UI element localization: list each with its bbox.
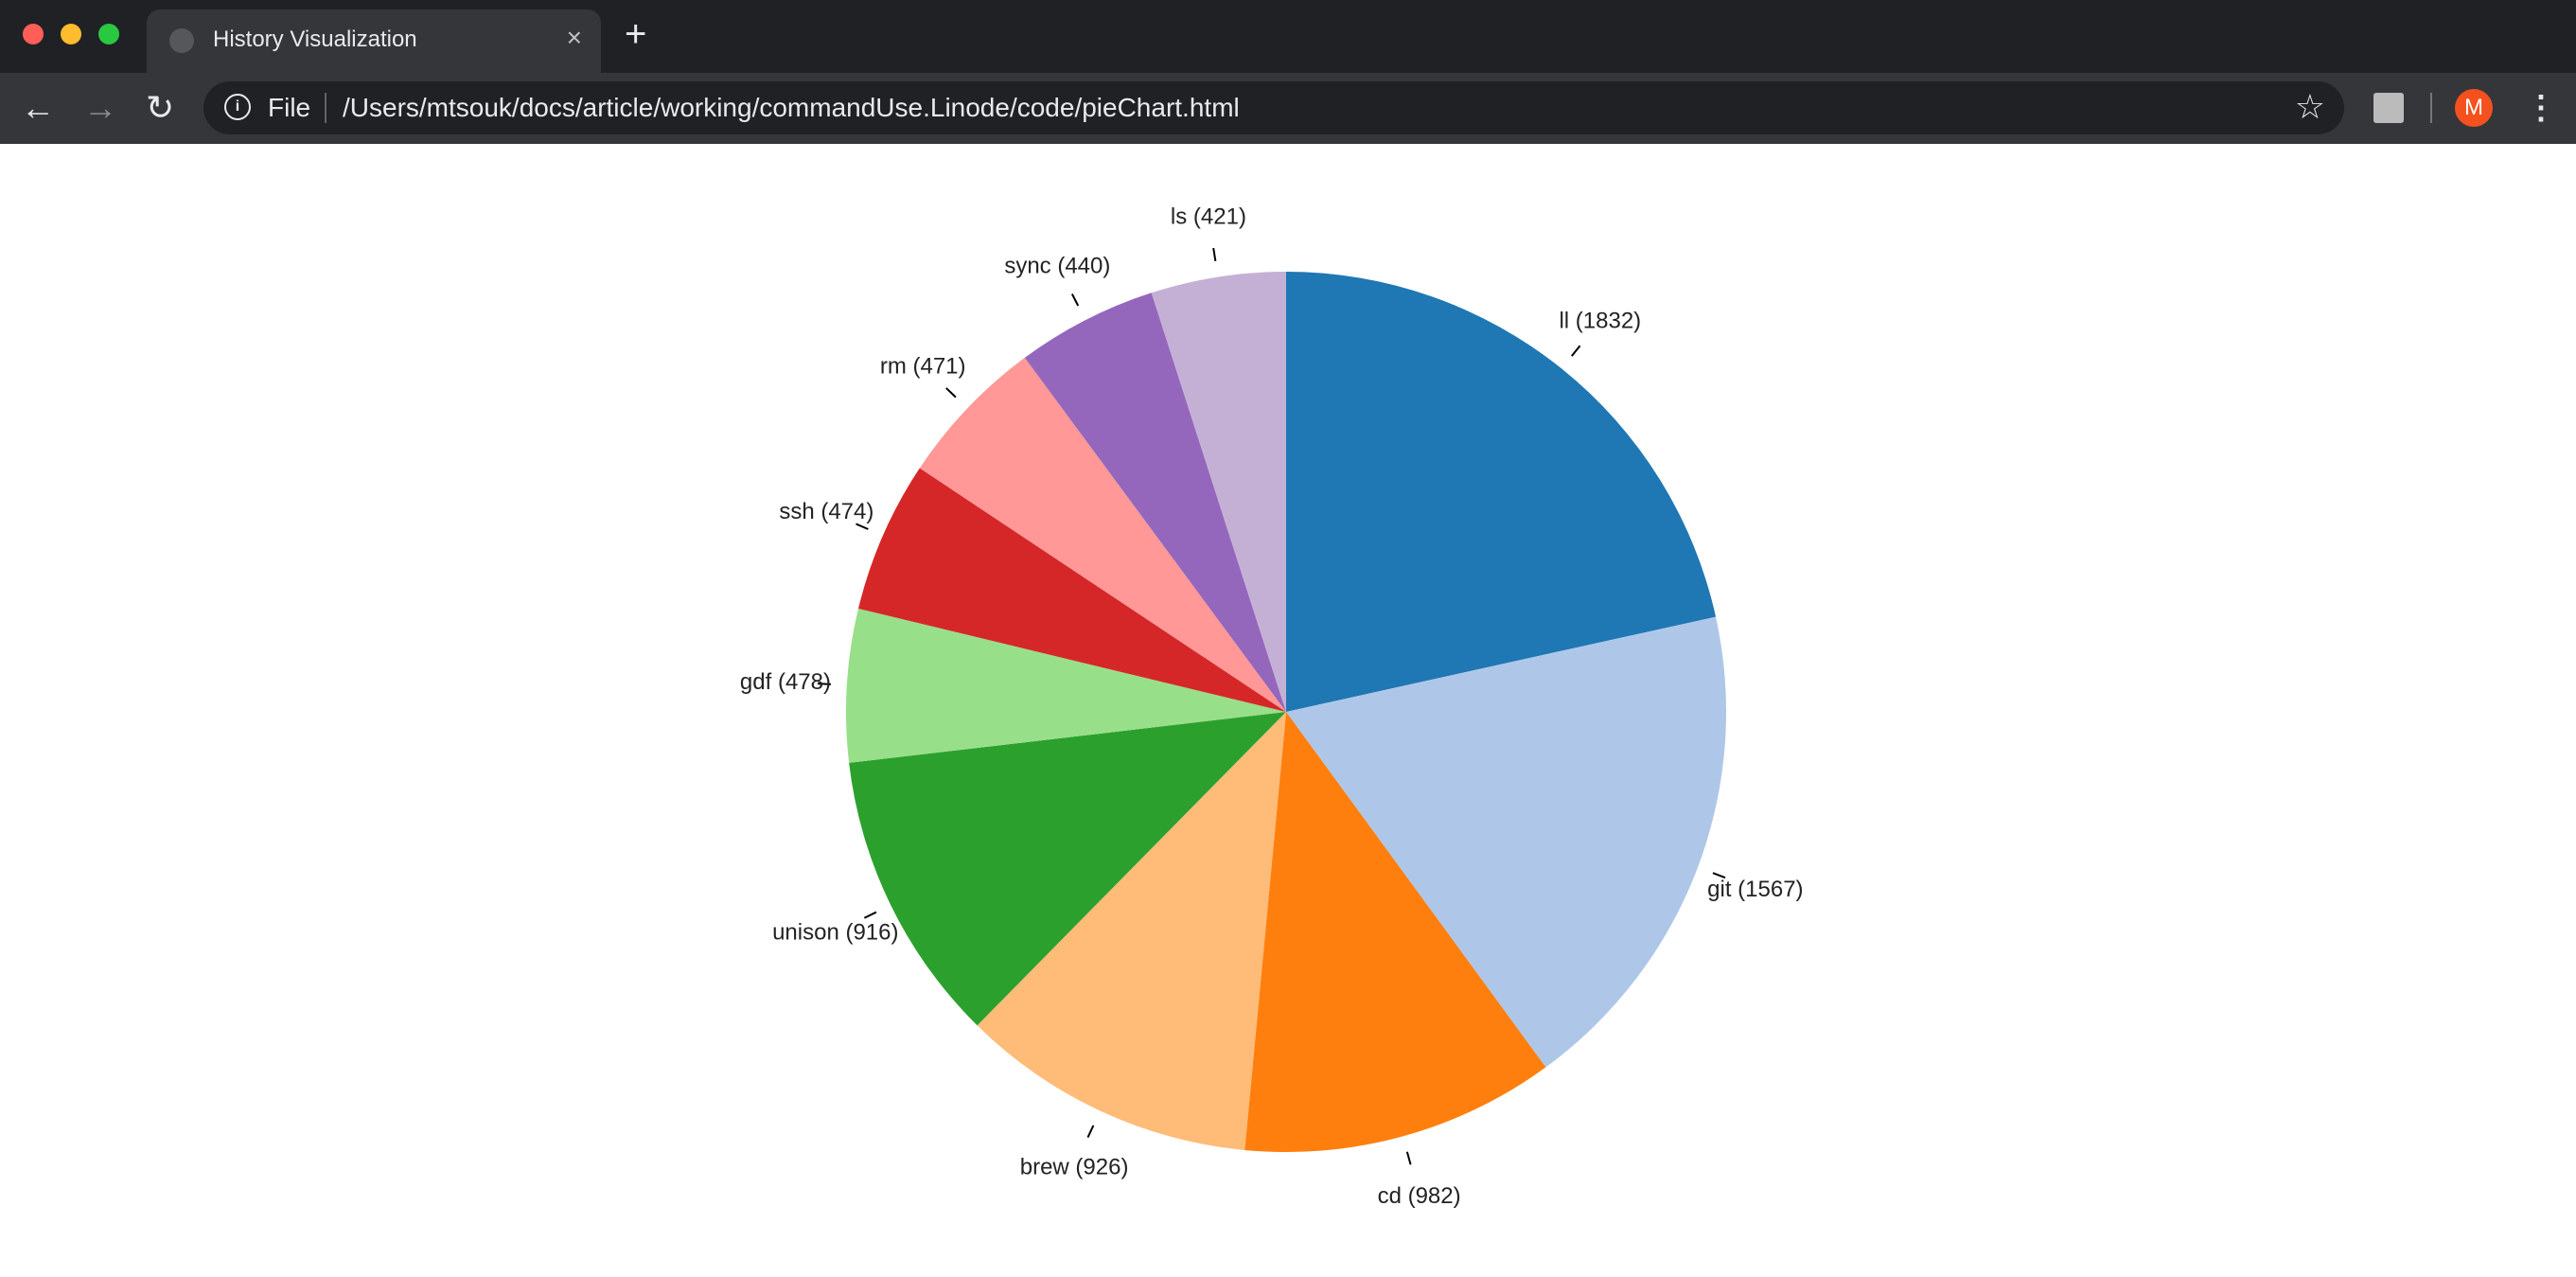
slice-label-cd: cd (982)	[1378, 1183, 1461, 1209]
tab-strip: History Visualization × +	[0, 0, 2576, 73]
url-text[interactable]: /Users/mtsouk/docs/article/working/comma…	[343, 93, 1240, 122]
extension-icon[interactable]	[2373, 93, 2404, 123]
slice-label-ls: ls (421)	[1171, 204, 1246, 229]
reload-icon[interactable]: ↻	[146, 88, 175, 127]
pie-slice-gdf	[846, 608, 1286, 763]
label-tick-ls	[1212, 247, 1217, 261]
address-bar[interactable]: i File /Users/mtsouk/docs/article/workin…	[203, 81, 2344, 134]
slice-label-ssh: ssh (474)	[779, 499, 873, 524]
toolbar: ← → ↻ i File /Users/mtsouk/docs/article/…	[0, 73, 2576, 144]
divider	[2430, 93, 2432, 123]
globe-icon	[169, 28, 194, 53]
pie-slice-cd	[1244, 712, 1546, 1152]
slice-label-sync: sync (440)	[1004, 253, 1110, 278]
divider	[325, 93, 326, 123]
slice-label-unison: unison (916)	[772, 920, 898, 946]
slice-label-rm: rm (471)	[880, 354, 966, 380]
minimize-window-button[interactable]	[61, 24, 81, 44]
back-icon[interactable]: ←	[21, 88, 55, 127]
tab-title: History Visualization	[213, 27, 417, 52]
pie-slice-rm	[919, 357, 1286, 712]
pie-slice-ls	[1151, 272, 1286, 712]
label-tick-brew	[1086, 1125, 1095, 1138]
pie-slice-brew	[977, 712, 1286, 1150]
maximize-window-button[interactable]	[98, 24, 119, 44]
slice-label-brew: brew (926)	[1020, 1154, 1129, 1179]
label-tick-git	[1712, 872, 1726, 879]
label-tick-ll	[1571, 345, 1581, 357]
pie-slice-ll	[1286, 272, 1717, 712]
pie-slice-ssh	[857, 468, 1286, 712]
label-tick-gdf	[817, 683, 831, 685]
new-tab-button[interactable]: +	[625, 13, 647, 55]
pie-slice-unison	[849, 712, 1286, 1026]
close-window-button[interactable]	[23, 24, 44, 44]
label-tick-sync	[1070, 293, 1080, 307]
close-tab-icon[interactable]: ×	[566, 23, 582, 52]
label-tick-cd	[1405, 1151, 1412, 1165]
label-tick-rm	[945, 387, 957, 399]
label-tick-unison	[863, 911, 877, 919]
menu-icon[interactable]: ⋮	[2525, 90, 2557, 126]
slice-label-gdf: gdf (478)	[740, 669, 831, 695]
slice-label-ll: ll (1832)	[1559, 309, 1641, 334]
label-tick-ssh	[856, 523, 869, 530]
pie-slice-sync	[1024, 293, 1286, 712]
forward-icon[interactable]: →	[83, 88, 117, 127]
pie-slice-git	[1286, 616, 1726, 1068]
tab-history-visualization[interactable]: History Visualization ×	[147, 9, 601, 73]
pie-chart: ll (1832) git (1567) cd (982) brew (926) uni…	[740, 204, 1804, 1209]
scheme-label: File	[268, 93, 311, 122]
avatar[interactable]: M	[2455, 89, 2493, 127]
star-icon[interactable]: ☆	[2294, 87, 2325, 126]
slice-label-git: git (1567)	[1707, 877, 1803, 902]
info-icon[interactable]: i	[224, 94, 251, 120]
